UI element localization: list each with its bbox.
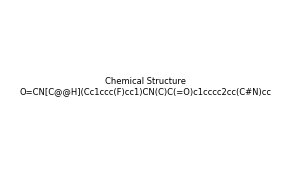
- Text: Chemical Structure
O=CN[C@@H](Cc1ccc(F)cc1)CN(C)C(=O)c1cccc2cc(C#N)cc: Chemical Structure O=CN[C@@H](Cc1ccc(F)c…: [19, 77, 272, 96]
